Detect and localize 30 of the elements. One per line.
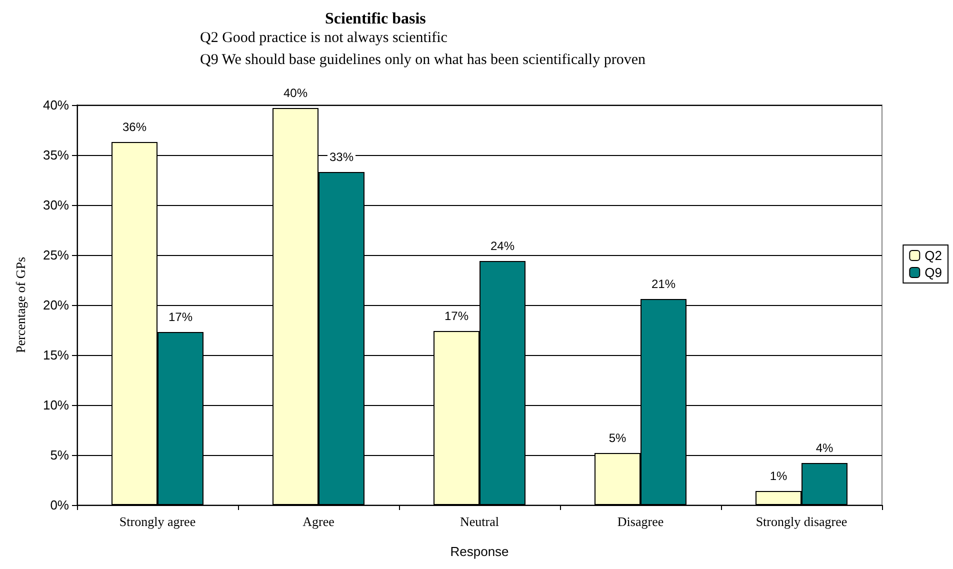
data-label: 21%	[651, 277, 676, 291]
data-label: 40%	[283, 86, 308, 100]
x-tick-label: Strongly agree	[119, 514, 196, 529]
data-label: 5%	[608, 431, 626, 445]
x-tick-label: Disagree	[617, 514, 664, 529]
chart-title: Scientific basis	[325, 10, 426, 28]
legend-label: Q9	[924, 265, 942, 280]
y-tick-label: 5%	[50, 448, 70, 462]
y-tick-label: 15%	[42, 348, 70, 362]
data-label: 24%	[490, 239, 515, 253]
legend-label: Q2	[924, 248, 942, 263]
y-tick-label: 20%	[42, 298, 70, 312]
data-label: 1%	[770, 469, 788, 483]
y-axis-title: Percentage of GPs	[13, 256, 28, 354]
x-axis-title: Response	[450, 544, 509, 559]
x-tick-label: Strongly disagree	[756, 514, 848, 529]
y-tick-label: 0%	[50, 498, 70, 512]
y-tick-label: 30%	[42, 198, 70, 212]
data-label: 4%	[816, 441, 834, 455]
data-label: 33%	[329, 150, 354, 164]
data-label: 36%	[122, 120, 147, 134]
data-label: 17%	[168, 310, 193, 324]
x-tick-label: Neutral	[460, 514, 500, 529]
y-tick-label: 25%	[42, 248, 70, 262]
data-label: 17%	[444, 309, 469, 323]
chart-subtitle: Q2 Good practice is not always scientific Q9 We should base guidelines only on what has been scientifically proven	[200, 30, 646, 68]
y-tick-label: 35%	[42, 148, 70, 162]
x-tick-label: Agree	[302, 514, 335, 529]
y-tick-label: 40%	[42, 98, 70, 112]
y-tick-label: 10%	[42, 398, 70, 412]
